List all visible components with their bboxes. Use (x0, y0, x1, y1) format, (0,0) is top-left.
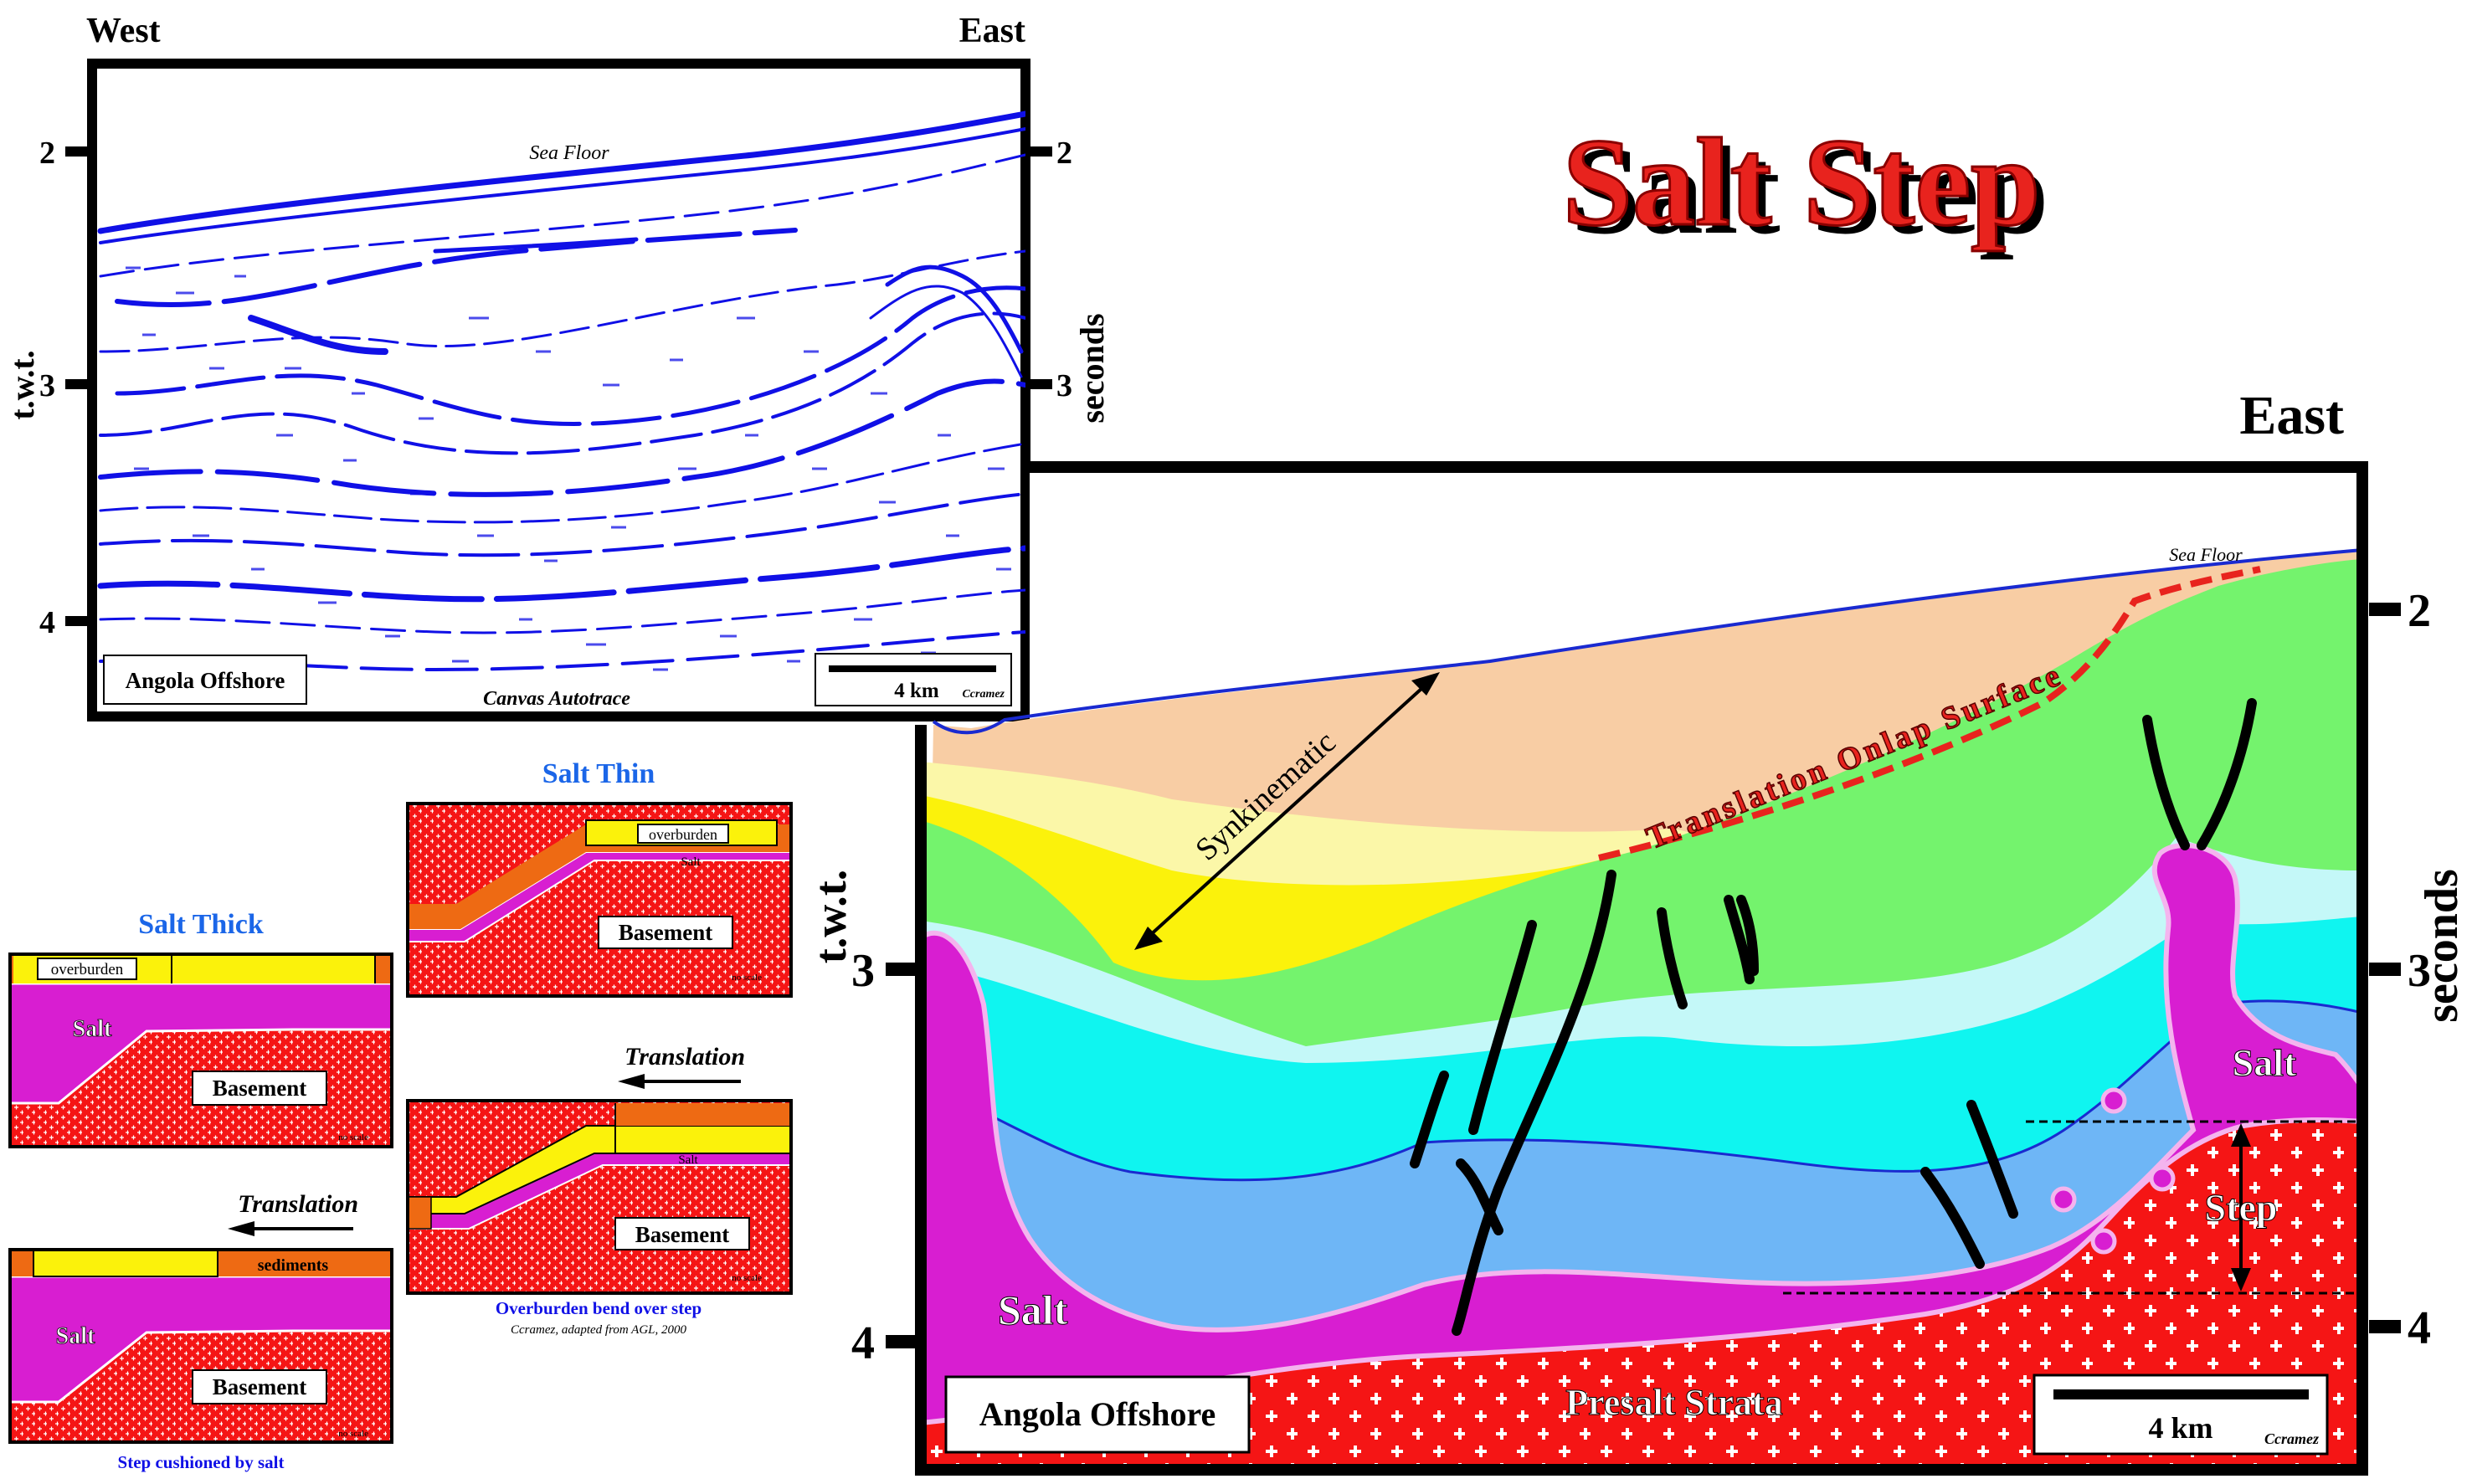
faults (1410, 698, 2257, 1336)
interp-right-tick-3: 3 (2408, 945, 2431, 997)
fault-4 (1456, 1158, 1503, 1235)
salt-thick-noscale: no scale (338, 1132, 368, 1143)
presalt-strata (921, 1117, 2362, 1470)
fault-8 (1966, 1100, 2018, 1219)
fault-6 (1724, 895, 1755, 984)
interp-east-label: East (2239, 385, 2344, 446)
translation-a-basement-label: Basement (213, 1374, 306, 1399)
model-translation-a: Translation sediments Salt Basement no s… (8, 1190, 393, 1472)
translation-a-overburden (33, 1249, 218, 1277)
interp-credit: Ccramez (2264, 1430, 2319, 1447)
title-text: Salt Step (1563, 113, 2041, 252)
interp-left-axis: 3 4 t.w.t. (805, 870, 917, 1369)
salt-thin-basement-label: Basement (619, 920, 712, 945)
seismic-scale-label: 4 km (894, 680, 939, 702)
salt-right-label: Salt (2233, 1041, 2297, 1084)
seismic-left-tick-3: 3 (39, 368, 55, 403)
translation-b-noscale: no scale (732, 1273, 762, 1283)
seismic-left-tick-4: 4 (39, 605, 55, 640)
salt-thin-overburden-orange (408, 824, 791, 929)
seismic-right-tick-2: 2 (1056, 136, 1072, 171)
interp-right-axis-label: seconds (2416, 869, 2468, 1023)
seismic-right-axis-label: seconds (1073, 313, 1111, 423)
salt-thin-salt-label: Salt (681, 855, 701, 869)
seismic-scale-box (815, 653, 1012, 706)
fault-7 (1736, 895, 1759, 976)
translation-a-arrow-label: Translation (238, 1190, 358, 1218)
title-shadow: Salt Step (1571, 121, 2049, 260)
interp-right-axis: 2 3 4 seconds (2369, 585, 2468, 1354)
translation-b-arrow-label: Translation (624, 1043, 745, 1071)
interp-scale-label: 4 km (2148, 1411, 2212, 1445)
model-salt-thick: Salt Thick overburden Salt Basement no s… (8, 909, 393, 1148)
fault-10 (2142, 715, 2190, 850)
onlap-surface-line (1598, 566, 2261, 861)
seismic-right-tick-3: 3 (1056, 368, 1072, 403)
salt-thick-overburden-label: overburden (51, 961, 124, 978)
salt-thin-noscale: no scale (732, 973, 762, 983)
seismic-left-tick-2: 2 (39, 136, 55, 171)
interp-left-tick-4: 4 (851, 1317, 875, 1369)
interp-location-label: Angola Offshore (979, 1395, 1216, 1433)
seismic-left-axis: 2 3 4 t.w.t. (3, 136, 87, 640)
fault-11 (2197, 698, 2257, 850)
sea-floor-line (932, 548, 2363, 735)
seismic-east-label: East (959, 12, 1025, 50)
interp-scale-box (2033, 1374, 2329, 1456)
main-title: Salt Step Salt Step (1561, 112, 2049, 261)
seismic-scale-bar (829, 665, 996, 672)
interp-scale-bar (2053, 1389, 2309, 1399)
interp-sea-floor-label: Sea Floor (2169, 544, 2243, 565)
fault-3 (1410, 1071, 1449, 1168)
interp-left-axis-label: t.w.t. (805, 870, 856, 963)
translation-b-credit: Ccramez, adapted from AGL, 2000 (511, 1323, 687, 1337)
salt-thick-salt-label: Salt (73, 1016, 112, 1042)
salt-thick-basement-label: Basement (213, 1076, 306, 1101)
seismic-location-box (103, 655, 307, 705)
step-label: Step (2205, 1186, 2278, 1229)
interpretation-panel: Sea Floor Translation Onlap Surface Synk… (805, 385, 2468, 1476)
interp-location-box (944, 1375, 1251, 1454)
salt-thin-title: Salt Thin (542, 758, 655, 789)
salt-thick-title: Salt Thick (138, 909, 264, 940)
fault-5 (1657, 907, 1688, 1009)
translation-a-salt-label: Salt (56, 1323, 95, 1349)
translation-a-sediments-label: sediments (258, 1256, 329, 1275)
translation-a-caption: Step cushioned by salt (118, 1452, 285, 1472)
interp-frame (915, 461, 2368, 1476)
presalt-label: Presalt Strata (1565, 1382, 1782, 1423)
seismic-panel: Sea Floor West East 2 3 4 t.w.t. 2 3 4 s… (3, 12, 1111, 721)
seismic-credit: Ccramez (962, 688, 1005, 701)
step-indicator: Step (1783, 1120, 2362, 1295)
interp-left-tick-3: 3 (851, 945, 875, 997)
interp-right-tick-4: 4 (2408, 1302, 2431, 1354)
translation-b-basement-label: Basement (635, 1222, 729, 1247)
fault-9 (1920, 1167, 1985, 1269)
translation-b-salt-label: Salt (678, 1153, 698, 1167)
salt-left-label: Salt (998, 1286, 1068, 1333)
model-salt-thin: Salt Thin overburden Salt Basement no sc… (406, 758, 793, 998)
interp-right-tick-2: 2 (2408, 585, 2431, 637)
seismic-speckle (126, 266, 1011, 688)
seismic-trace-note: Canvas Autotrace (483, 688, 630, 710)
fault-1 (1452, 870, 1616, 1336)
seismic-location-label: Angola Offshore (126, 668, 285, 693)
model-translation-b: Translation Salt Basement no scale Overb… (406, 1043, 793, 1337)
salt-pillows (2050, 1087, 2176, 1255)
translation-b-caption: Overburden bend over step (496, 1298, 702, 1318)
seismic-left-axis-label: t.w.t. (3, 350, 41, 419)
fault-2 (1468, 920, 1537, 1135)
salt-thin-overburden-label: overburden (649, 826, 717, 843)
seismic-sea-floor-label: Sea Floor (529, 142, 609, 164)
translation-a-noscale: no scale (338, 1429, 368, 1439)
seismic-west-label: West (86, 12, 161, 50)
